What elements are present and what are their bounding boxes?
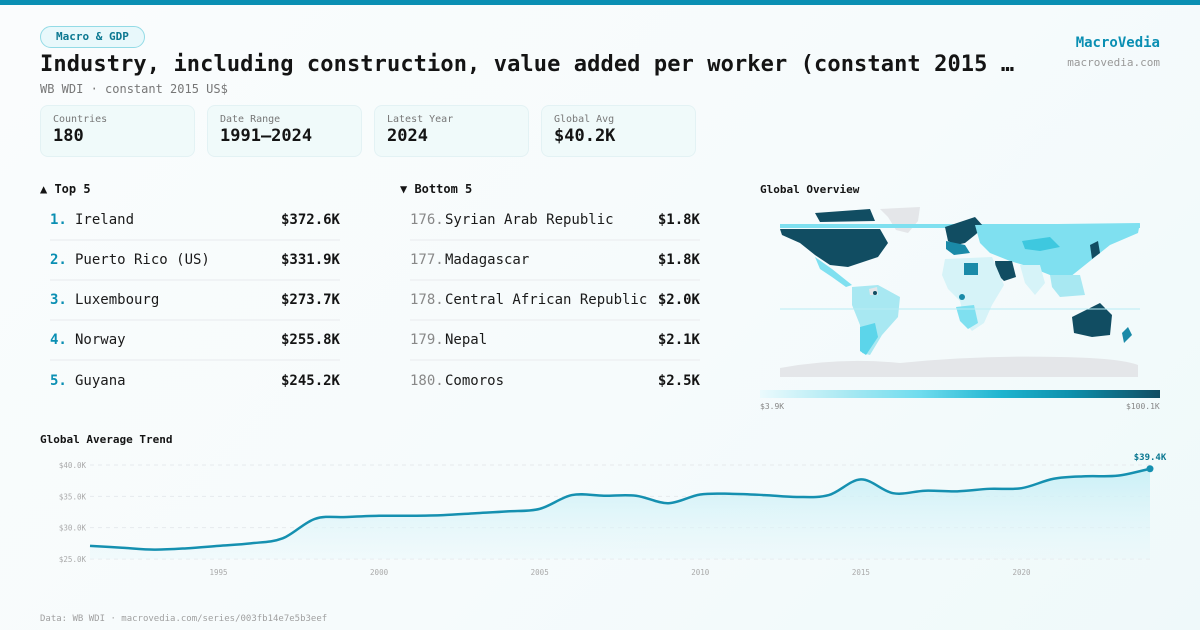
country-name: Luxembourg <box>75 292 160 308</box>
country-value: $2.1K <box>657 332 700 348</box>
list-item[interactable]: 176. Syrian Arab Republic $1.8K <box>410 201 700 241</box>
stat-value: 1991–2024 <box>220 126 313 146</box>
legend-max-label: $100.1K <box>1126 402 1160 411</box>
country-value: $1.8K <box>657 212 700 228</box>
footer-source: Data: WB WDI · macrovedia.com/series/003… <box>40 614 328 624</box>
top5-list: 1. Ireland $372.6K 2. Puerto Rico (US) $… <box>50 201 340 401</box>
bottom5-heading: ▼ Bottom 5 <box>400 182 473 196</box>
country-value: $255.8K <box>280 332 340 348</box>
stat-value: 180 <box>53 126 84 146</box>
category-tag[interactable]: Macro & GDP <box>40 26 145 48</box>
stat-label: Latest Year <box>387 114 454 125</box>
country-name: Guyana <box>75 373 126 389</box>
country-name: Central African Republic <box>445 292 648 308</box>
top-accent-bar <box>0 0 1200 5</box>
region-australia <box>1072 303 1112 337</box>
bottom5-list: 176. Syrian Arab Republic $1.8K 177. Mad… <box>410 201 700 401</box>
page-title: Industry, including construction, value … <box>40 52 1015 77</box>
x-tick-label: 2000 <box>370 568 389 577</box>
top5-heading: ▲ Top 5 <box>40 182 91 196</box>
list-item[interactable]: 180. Comoros $2.5K <box>410 361 700 401</box>
rank-number: 1. <box>50 212 67 228</box>
y-tick-label: $30.0K <box>59 524 87 533</box>
country-name: Madagascar <box>445 252 530 268</box>
map-legend-colorbar <box>760 390 1160 398</box>
list-item[interactable]: 4. Norway $255.8K <box>50 321 340 361</box>
rank-number: 3. <box>50 292 67 308</box>
stat-label: Countries <box>53 114 108 125</box>
legend-min-label: $3.9K <box>760 402 785 411</box>
trend-end-marker <box>1146 465 1154 473</box>
country-name: Syrian Arab Republic <box>445 212 614 228</box>
stat-label: Global Avg <box>554 114 615 125</box>
y-tick-label: $35.0K <box>59 492 87 501</box>
rank-number: 2. <box>50 252 67 268</box>
country-name: Comoros <box>445 373 505 389</box>
country-value: $372.6K <box>280 212 340 228</box>
x-tick-label: 2005 <box>531 568 549 577</box>
x-tick-label: 1995 <box>209 568 227 577</box>
stat-card-global-avg: Global Avg $40.2K <box>541 105 696 157</box>
list-item[interactable]: 178. Central African Republic $2.0K <box>410 281 700 321</box>
region-asia <box>975 223 1140 277</box>
x-tick-label: 2010 <box>691 568 710 577</box>
country-value: $2.5K <box>657 373 700 389</box>
trend-chart[interactable]: $25.0K $30.0K $35.0K $40.0K 1995 2000 2005 201… <box>0 440 1200 585</box>
region-antarctica <box>780 356 1138 377</box>
trend-end-label: $39.4K <box>1134 453 1167 463</box>
brand-url[interactable]: macrovedia.com <box>1067 56 1160 69</box>
rank-number: 4. <box>50 332 67 348</box>
region-north-america <box>780 229 888 267</box>
map-title: Global Overview <box>760 183 860 196</box>
country-name: Puerto Rico (US) <box>75 252 210 268</box>
stat-value: 2024 <box>387 126 428 146</box>
country-name: Ireland <box>75 212 135 228</box>
x-tick-label: 2020 <box>1012 568 1031 577</box>
region-europe <box>945 217 984 245</box>
rank-number: 177. <box>410 252 444 268</box>
list-item[interactable]: 1. Ireland $372.6K <box>50 201 340 241</box>
x-tick-label: 2015 <box>852 568 870 577</box>
y-tick-label: $25.0K <box>59 555 87 564</box>
list-item[interactable]: 5. Guyana $245.2K <box>50 361 340 401</box>
country-name: Norway <box>75 332 126 348</box>
country-value: $273.7K <box>280 292 340 308</box>
rank-number: 178. <box>410 292 444 308</box>
rank-number: 5. <box>50 373 67 389</box>
stat-card-countries: Countries 180 <box>40 105 195 157</box>
list-item[interactable]: 3. Luxembourg $273.7K <box>50 281 340 321</box>
chart-x-axis: 1995 2000 2005 2010 2015 2020 <box>209 568 1031 577</box>
stat-value: $40.2K <box>554 126 616 146</box>
page-subtitle: WB WDI · constant 2015 US$ <box>40 82 228 96</box>
list-item[interactable]: 179. Nepal $2.1K <box>410 321 700 361</box>
region-greenland <box>880 207 920 233</box>
rank-number: 180. <box>410 373 444 389</box>
trend-line <box>89 467 1151 551</box>
trend-area <box>90 468 1150 559</box>
country-value: $1.8K <box>657 252 700 268</box>
list-item[interactable]: 177. Madagascar $1.8K <box>410 241 700 281</box>
stats-row: Countries 180 Date Range 1991–2024 Lates… <box>40 105 696 157</box>
rank-number: 179. <box>410 332 444 348</box>
country-value: $2.0K <box>657 292 700 308</box>
country-name: Nepal <box>445 332 488 348</box>
stat-card-latest-year: Latest Year 2024 <box>374 105 529 157</box>
chart-y-axis: $25.0K $30.0K $35.0K $40.0K <box>59 461 87 564</box>
stat-label: Date Range <box>220 114 281 125</box>
y-tick-label: $40.0K <box>59 461 87 470</box>
trend-title: Global Average Trend <box>40 433 173 446</box>
brand: MacroVedia macrovedia.com <box>1067 35 1160 69</box>
brand-name[interactable]: MacroVedia <box>1075 35 1160 51</box>
rank-number: 176. <box>410 212 444 228</box>
world-choropleth-map[interactable] <box>760 205 1160 380</box>
stat-card-date-range: Date Range 1991–2024 <box>207 105 362 157</box>
list-item[interactable]: 2. Puerto Rico (US) $331.9K <box>50 241 340 281</box>
country-value: $331.9K <box>280 252 340 268</box>
region-africa <box>942 257 1004 331</box>
country-value: $245.2K <box>280 373 340 389</box>
region-south-america <box>852 285 900 355</box>
